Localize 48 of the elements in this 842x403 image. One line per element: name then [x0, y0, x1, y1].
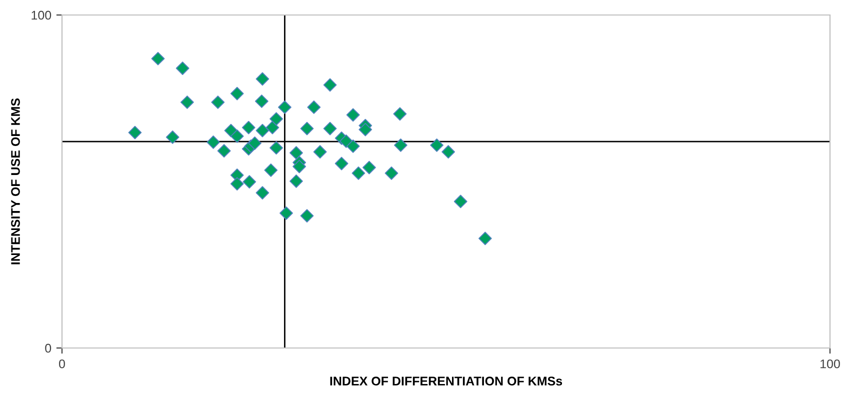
point	[478, 232, 492, 246]
point	[358, 122, 372, 136]
point	[290, 146, 303, 160]
point	[230, 86, 244, 100]
point	[264, 163, 278, 177]
y-axis-title: INTENSITY OF USE OF KMS	[11, 98, 20, 264]
point	[256, 72, 270, 86]
point	[217, 144, 231, 158]
point	[270, 141, 283, 155]
point	[300, 209, 314, 222]
point	[352, 166, 366, 180]
point	[384, 166, 398, 180]
point	[266, 120, 280, 134]
point	[307, 100, 321, 114]
point	[230, 177, 244, 191]
point	[248, 136, 262, 150]
point	[334, 156, 348, 170]
point	[313, 145, 327, 159]
point	[256, 186, 270, 200]
point	[242, 120, 256, 134]
point	[256, 124, 270, 138]
point	[430, 138, 444, 152]
point	[176, 62, 190, 75]
point	[254, 94, 268, 108]
point	[290, 174, 303, 188]
point	[346, 108, 360, 122]
point	[280, 206, 293, 220]
point	[292, 160, 306, 174]
point	[346, 140, 360, 153]
point	[242, 175, 256, 189]
point	[393, 107, 407, 121]
point	[300, 122, 314, 136]
point	[206, 136, 220, 149]
point	[128, 126, 142, 140]
point	[362, 160, 376, 174]
point	[180, 96, 194, 109]
point	[211, 96, 225, 109]
point	[454, 194, 468, 208]
point	[323, 78, 337, 92]
point	[323, 122, 337, 136]
point	[270, 112, 283, 126]
point	[278, 100, 292, 114]
point	[166, 130, 180, 144]
point	[230, 130, 244, 143]
point	[442, 145, 455, 159]
x-axis-title: INDEX OF DIFFERENTIATION OF KMSs	[330, 376, 562, 386]
point	[151, 52, 165, 66]
point	[394, 138, 408, 152]
